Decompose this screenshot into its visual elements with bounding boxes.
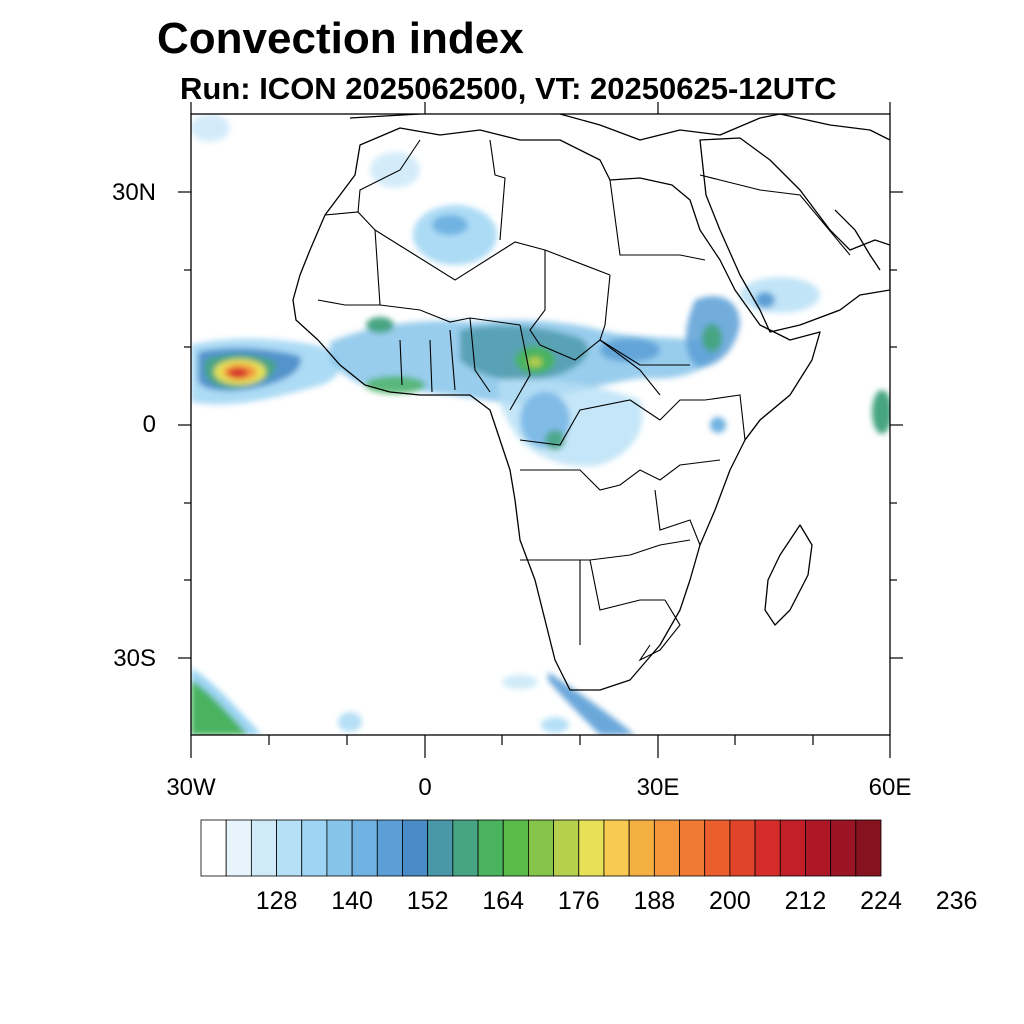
mediterranean-north (349, 114, 890, 141)
colorbar-swatch (704, 819, 731, 877)
border-line (659, 394, 746, 441)
colorbar-label: 224 (860, 887, 902, 915)
lon-label-30w: 30W (166, 774, 216, 801)
border-line (489, 139, 506, 241)
colorbar-swatch (376, 819, 403, 877)
border-line (699, 174, 851, 256)
colorbar-swatch (553, 819, 580, 877)
south-sudan-cell (600, 338, 660, 362)
africa-coastline (292, 127, 821, 691)
border-line (519, 399, 661, 446)
south-atlantic-streak-2 (338, 712, 362, 732)
border-line (529, 250, 546, 346)
atlas-cell (370, 152, 420, 188)
colorbar-swatch (779, 819, 806, 877)
east-africa-cell (710, 417, 726, 433)
lat-label-30s: 30S (113, 645, 156, 672)
coastlines (292, 114, 890, 691)
colorbar-swatch (427, 819, 454, 877)
colorbar-swatch (603, 819, 630, 877)
border-line (744, 394, 791, 441)
colorbar-swatch (754, 819, 781, 877)
chart-title: Convection index (157, 14, 524, 63)
colorbar-swatch (276, 819, 303, 877)
colorbar-swatch (628, 819, 655, 877)
indian-ocean-cell (872, 390, 890, 434)
gulf-guinea-cell (365, 376, 425, 394)
cape-cell (548, 672, 635, 735)
colorbar-swatch (578, 819, 605, 877)
border-line (520, 539, 691, 561)
colorbar-label: 236 (935, 887, 978, 915)
guinea-cell (366, 317, 394, 333)
atlantic-cell-red (228, 368, 248, 378)
colorbar-label: 188 (633, 887, 676, 915)
chart-subtitle: Run: ICON 2025062500, VT: 20250625-12UTC (180, 71, 837, 106)
border-line (357, 139, 421, 213)
border-line (539, 339, 661, 396)
arabia-coast (699, 137, 890, 333)
border-line (469, 317, 531, 411)
border-line (399, 329, 456, 393)
colorbar-swatch (301, 819, 328, 877)
axis-ticks (178, 102, 903, 758)
congo-cell-core (545, 430, 565, 450)
colorbar-label: 152 (406, 887, 449, 915)
colorbar-swatch (200, 819, 227, 877)
border-line (374, 229, 611, 281)
country-borders (317, 139, 851, 662)
sahara-cell (413, 205, 497, 265)
south-atlantic-streak (502, 675, 538, 689)
border-line (579, 559, 665, 645)
border-line (609, 179, 706, 261)
nigeria-cell-core (528, 357, 542, 367)
persian-gulf (834, 209, 881, 271)
lon-label-0: 0 (418, 774, 432, 801)
colorbar-label: 140 (331, 887, 373, 915)
colorbar-swatch (528, 819, 554, 877)
nw-corner-cell (191, 114, 230, 142)
madagascar (764, 524, 813, 626)
southern-atlantic-cell-edge (191, 668, 262, 735)
south-atlantic-streak-3 (541, 717, 569, 733)
colorbar-swatch (250, 819, 277, 877)
border-line (520, 459, 721, 491)
ethiopia-cell (702, 324, 722, 352)
colorbar-swatch (225, 819, 252, 877)
colorbar-swatch (855, 819, 882, 877)
border-line (638, 599, 681, 662)
colorbar-swatch (679, 819, 706, 877)
colorbar (200, 819, 882, 877)
sahara-cell-core (432, 215, 468, 235)
colorbar-swatch (653, 819, 680, 877)
lat-label-0: 0 (142, 411, 156, 438)
colorbar-swatch (402, 819, 429, 877)
colorbar-swatch (729, 819, 756, 877)
border-line (317, 211, 381, 306)
colorbar-label: 128 (255, 887, 298, 915)
border-line (379, 304, 521, 326)
colorbar-label: 200 (709, 887, 751, 915)
colorbar-label: 164 (482, 887, 525, 915)
lon-label-30e: 30E (636, 774, 680, 801)
lat-label-30n: 30N (111, 179, 156, 206)
colorbar-swatch (452, 819, 479, 877)
colorbar-swatch (351, 819, 378, 877)
colorbar-swatch (502, 819, 529, 877)
arabia-cell-core (755, 292, 775, 308)
border-line (654, 489, 701, 546)
colorbar-label: 176 (557, 887, 600, 915)
colorbar-swatch (830, 819, 857, 877)
colorbar-label: 212 (784, 887, 827, 915)
convection-field (191, 114, 890, 735)
colorbar-swatch (477, 819, 504, 877)
colorbar-swatch (805, 819, 832, 877)
colorbar-swatch (326, 819, 353, 877)
lon-label-60e: 60E (868, 774, 912, 801)
